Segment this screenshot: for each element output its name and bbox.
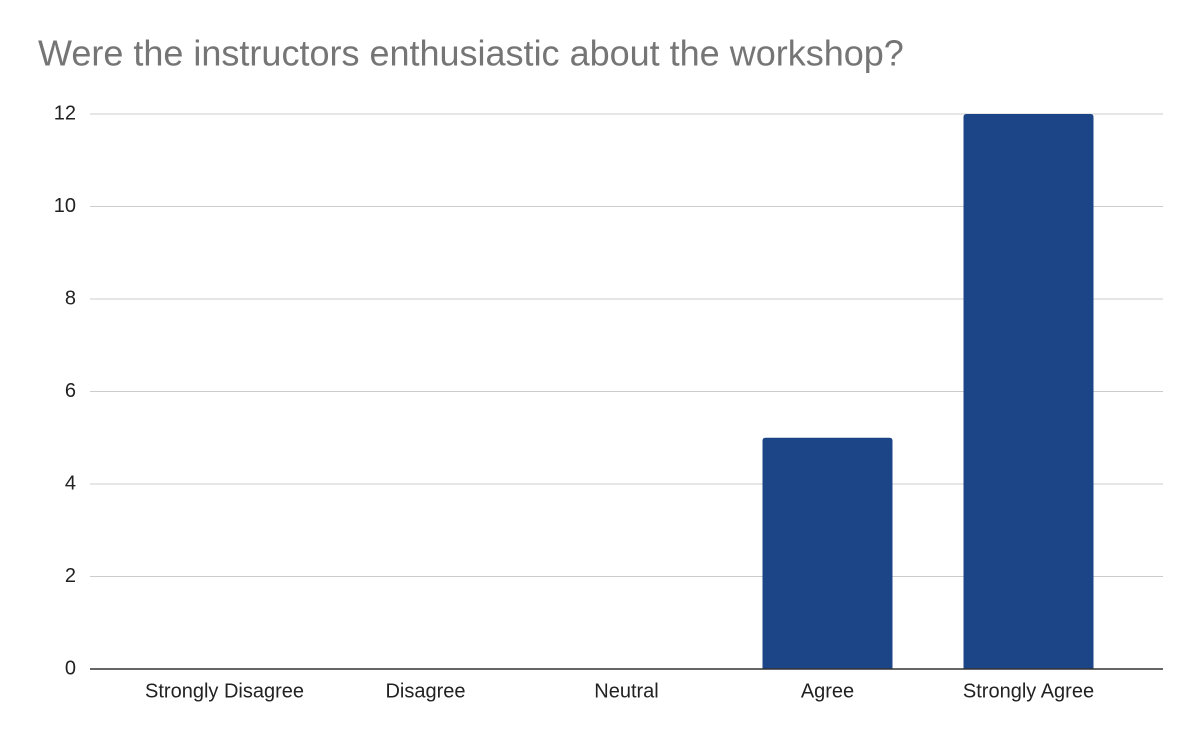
- y-tick-label: 2: [65, 565, 76, 587]
- y-tick-label: 6: [65, 380, 76, 402]
- y-tick-label: 4: [65, 472, 76, 494]
- x-tick-label: Strongly Disagree: [145, 680, 304, 702]
- chart-title: Were the instructors enthusiastic about …: [38, 33, 904, 74]
- x-tick-label: Agree: [801, 680, 854, 702]
- bar: [963, 114, 1094, 669]
- bar: [762, 437, 893, 669]
- y-tick-label: 12: [54, 102, 76, 124]
- x-tick-label: Strongly Agree: [963, 680, 1094, 702]
- y-tick-label: 8: [65, 287, 76, 309]
- y-tick-label: 10: [54, 195, 76, 217]
- x-tick-label: Disagree: [385, 680, 465, 702]
- y-tick-label: 0: [65, 657, 76, 679]
- x-tick-label: Neutral: [594, 680, 658, 702]
